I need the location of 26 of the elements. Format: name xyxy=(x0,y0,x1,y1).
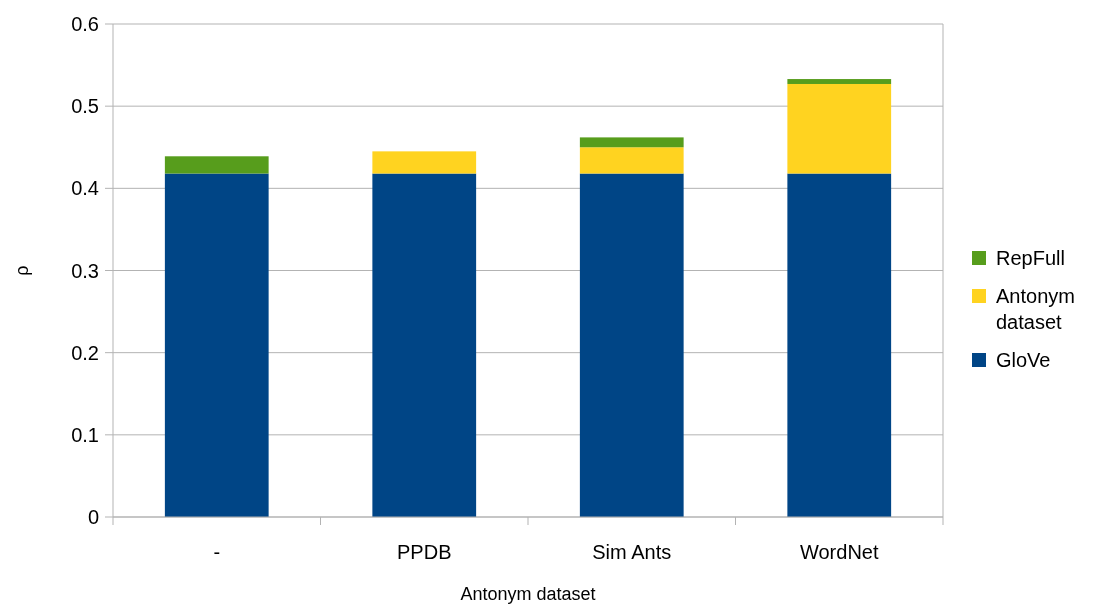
bar xyxy=(787,79,892,84)
y-tick-label: 0.4 xyxy=(71,177,99,200)
legend-label: GloVe xyxy=(996,349,1051,371)
bar xyxy=(372,173,477,517)
x-tick-label: PPDB xyxy=(397,541,452,563)
x-tick-label: - xyxy=(213,541,221,563)
y-tick-label: 0.6 xyxy=(71,13,99,35)
legend-label: Antonym dataset xyxy=(996,285,1075,333)
bar xyxy=(372,151,477,174)
y-tick-label: 0.1 xyxy=(71,423,99,446)
y-tick-label: 0 xyxy=(87,506,99,528)
x-axis-title: Antonym dataset xyxy=(460,584,596,604)
bar xyxy=(787,83,892,174)
legend-label: RepFull xyxy=(996,247,1065,269)
y-axis-title: ρ xyxy=(12,265,32,276)
x-tick-label: WordNet xyxy=(799,541,879,563)
y-tick-label: 0.5 xyxy=(71,95,99,118)
bar xyxy=(787,173,892,517)
bar xyxy=(579,137,684,148)
x-tick-label: Sim Ants xyxy=(592,541,672,563)
bar xyxy=(164,173,269,517)
y-tick-label: 0.2 xyxy=(71,341,99,364)
bar xyxy=(579,173,684,517)
bar xyxy=(164,156,269,174)
bar xyxy=(579,147,684,174)
y-tick-label: 0.3 xyxy=(71,259,99,282)
